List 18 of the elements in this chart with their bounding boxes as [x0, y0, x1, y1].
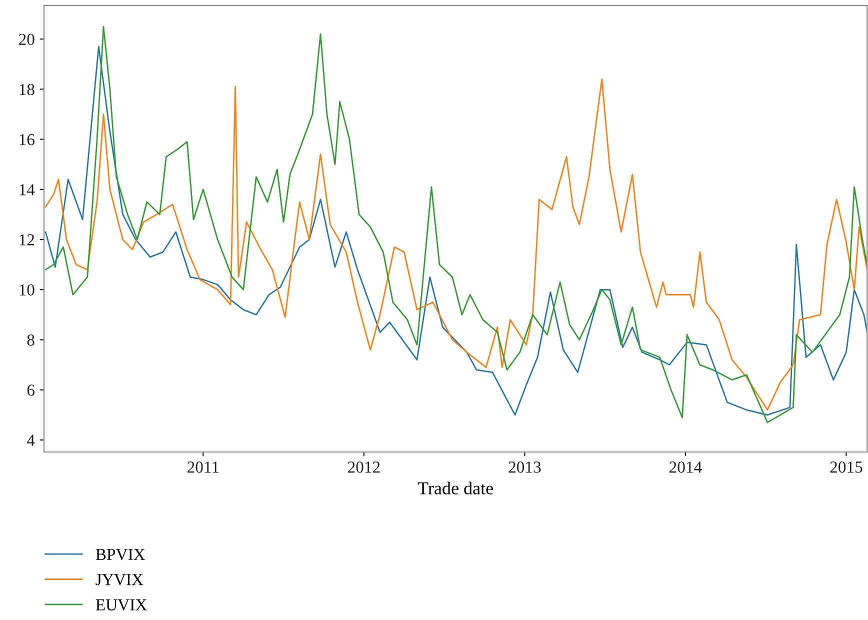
y-tick-label: 6: [27, 384, 34, 396]
x-tick-label: 2013: [508, 462, 541, 473]
y-tick-label: 10: [20, 284, 34, 296]
legend-label: BPVIX: [96, 548, 146, 560]
y-tick-label: 12: [20, 234, 34, 246]
legend-label: EUVIX: [96, 599, 147, 611]
x-tick-label: 2011: [188, 462, 219, 473]
y-tick-label: 16: [20, 134, 34, 146]
x-tick-label: 2012: [348, 462, 380, 473]
x-tick-label: 2015: [830, 462, 862, 473]
y-tick-label: 8: [27, 334, 34, 346]
y-tick-label: 14: [20, 184, 35, 196]
legend-label: JYVIX: [96, 574, 144, 586]
y-tick-label: 18: [20, 84, 34, 96]
y-tick-label: 4: [26, 434, 35, 446]
x-tick-label: 2014: [670, 462, 702, 473]
y-tick-label: 20: [19, 34, 34, 46]
x-axis-title: Trade date: [418, 482, 493, 494]
